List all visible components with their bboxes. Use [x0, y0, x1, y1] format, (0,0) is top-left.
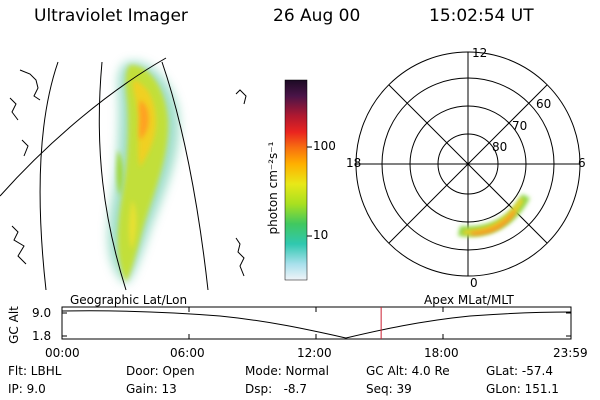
altitude-ylabel: GC Alt: [7, 306, 21, 344]
coastline: [9, 69, 247, 277]
apex-caption: Apex MLat/MLT: [424, 293, 514, 307]
filter-value: Flt: LBHL: [8, 364, 62, 378]
observation-date: 26 Aug 00: [273, 6, 361, 26]
colorbar-tick-10: 10: [313, 228, 329, 242]
polar-grid: [355, 51, 581, 277]
instrument-title: Ultraviolet Imager: [34, 6, 188, 26]
mode-value: Mode: Normal: [245, 364, 329, 378]
geographic-grid: [0, 57, 209, 291]
altitude-ytick-top: 9.0: [32, 306, 52, 320]
glon-value: GLon: 151.1: [486, 382, 559, 396]
polar-mlat-mlt-plot: [355, 51, 581, 277]
aurora-image-geographic: [108, 61, 180, 284]
sequence-value: Seq: 39: [366, 382, 412, 396]
door-value: Door: Open: [126, 364, 195, 378]
observation-time: 15:02:54 UT: [429, 6, 534, 26]
mlat-label-70: 70: [512, 119, 528, 133]
mlt-label-18: 18: [346, 156, 362, 170]
mlat-label-60: 60: [536, 97, 552, 111]
glat-value: GLat: -57.4: [486, 364, 553, 378]
aurora-oval-polar: [458, 194, 530, 237]
gain-value: Gain: 13: [126, 382, 177, 396]
mlt-label-0: 0: [470, 276, 478, 290]
ip-value: IP: 9.0: [8, 382, 46, 396]
time-tick-0600: 06:00: [170, 346, 205, 360]
geographic-caption: Geographic Lat/Lon: [70, 293, 188, 307]
colorbar-tick-100: 100: [313, 139, 336, 153]
altitude-plot: [61, 306, 572, 340]
time-tick-2359: 23:59: [553, 346, 588, 360]
time-tick-1200: 12:00: [297, 346, 332, 360]
mlat-label-80: 80: [492, 140, 508, 154]
mlt-label-12: 12: [472, 46, 488, 60]
geographic-map: [0, 57, 247, 291]
dsp-value: Dsp: -8.7: [245, 382, 308, 396]
mlt-label-6: 6: [578, 156, 586, 170]
gc-alt-value: GC Alt: 4.0 Re: [366, 364, 450, 378]
altitude-ytick-bottom: 1.8: [32, 329, 52, 343]
colorbar-label: photon cm⁻²s⁻¹: [266, 141, 280, 235]
altitude-curve: [61, 310, 572, 339]
time-tick-0000: 00:00: [45, 346, 80, 360]
time-tick-1800: 18:00: [424, 346, 459, 360]
intensity-colorbar: [284, 79, 312, 281]
